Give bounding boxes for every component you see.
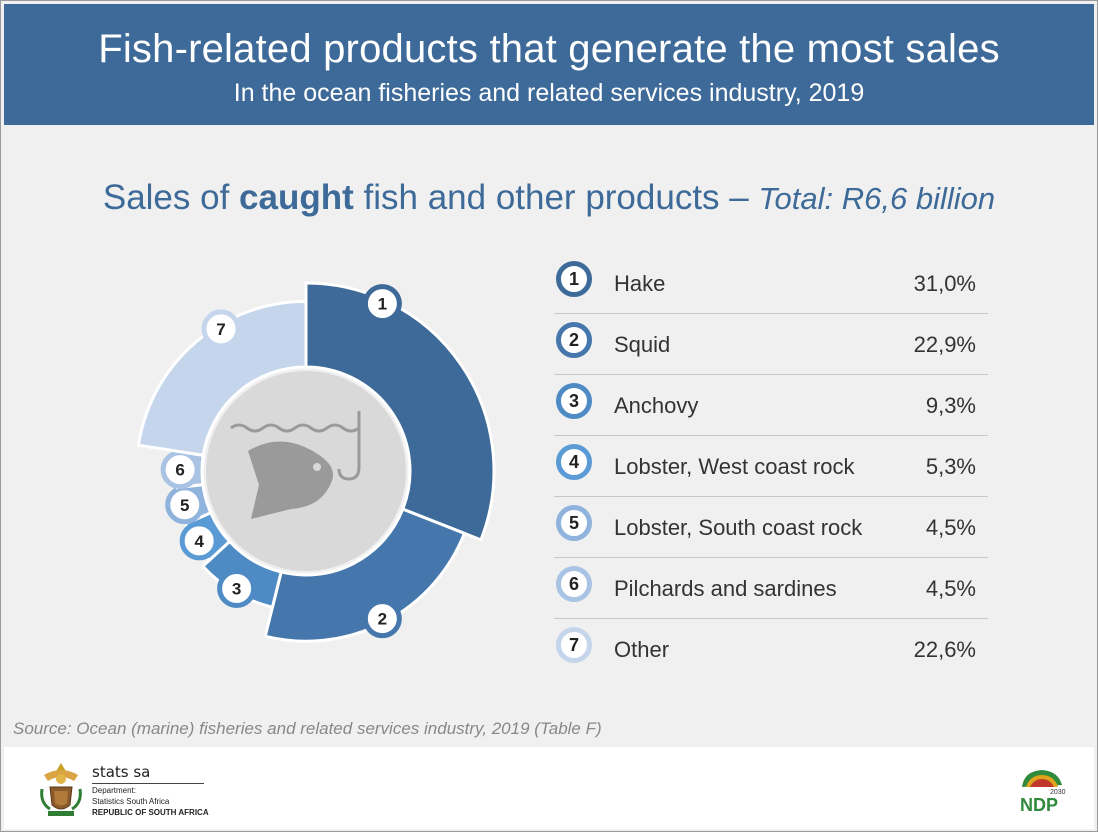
page-subtitle: In the ocean fisheries and related servi… xyxy=(233,79,865,107)
legend-value: 4,5% xyxy=(925,515,976,540)
header-banner: Fish-related products that generate the … xyxy=(4,4,1094,125)
legend-label: Lobster, West coast rock xyxy=(614,454,855,479)
water-line-icon xyxy=(230,423,360,433)
legend-row: 4 Lobster, West coast rock 5,3% xyxy=(554,436,988,497)
legend-value: 9,3% xyxy=(925,393,976,418)
legend-number-badge: 3 xyxy=(556,383,592,419)
chart-heading-suffix: fish and other products – xyxy=(353,178,759,217)
page-title: Fish-related products that generate the … xyxy=(98,27,1000,71)
legend-value: 31,0% xyxy=(913,271,976,296)
legend-row: 6 Pilchards and sardines 4,5% xyxy=(554,558,988,619)
fish-eye-icon xyxy=(313,463,321,471)
dept-line-3: REPUBLIC OF SOUTH AFRICA xyxy=(92,808,209,817)
slice-number-label: 7 xyxy=(216,320,225,339)
legend-label: Hake xyxy=(614,271,666,296)
legend-value: 4,5% xyxy=(925,576,976,601)
legend-label: Squid xyxy=(614,332,671,357)
chart-heading: Sales of caught fish and other products … xyxy=(1,177,1097,220)
slice-number-label: 2 xyxy=(378,610,387,629)
slice-number-label: 1 xyxy=(378,295,387,314)
fish-icon xyxy=(248,441,334,519)
slice-number-label: 3 xyxy=(232,579,241,598)
ndp-logo: 2030 NDP xyxy=(1020,770,1066,815)
legend-number-badge: 4 xyxy=(556,444,592,480)
stats-sa-brand: stats sa Department: Statistics South Af… xyxy=(92,763,209,817)
legend-number-badge: 1 xyxy=(556,261,592,297)
chart-heading-total: Total: R6,6 billion xyxy=(758,181,996,216)
legend-number-badge: 2 xyxy=(556,322,592,358)
slice-number-label: 4 xyxy=(194,532,204,551)
slice-number-badge xyxy=(362,284,402,324)
legend-row: 7 Other 22,6% xyxy=(554,619,988,679)
legend-value: 5,3% xyxy=(925,454,976,479)
legend-row: 2 Squid 22,9% xyxy=(554,314,988,375)
legend-label: Other xyxy=(614,637,670,662)
dept-line-2: Statistics South Africa xyxy=(92,797,170,806)
brand-divider xyxy=(92,783,204,784)
ndp-logo-text: NDP xyxy=(1020,795,1058,815)
fishing-hook-icon xyxy=(337,411,361,481)
slice-number-badge xyxy=(217,568,257,608)
legend-row: 5 Lobster, South coast rock 4,5% xyxy=(554,497,988,558)
chart-legend: 1 Hake 31,0% 2 Squid 22,9% 3 Anchovy 9,3% 4 Lobste… xyxy=(554,253,988,679)
legend-label: Anchovy xyxy=(614,393,699,418)
legend-label: Pilchards and sardines xyxy=(614,576,837,601)
slice-number-badge xyxy=(201,309,241,349)
ndp-year-text: 2030 xyxy=(1050,789,1066,796)
legend-number-badge: 7 xyxy=(556,627,592,663)
legend-number-badge: 6 xyxy=(556,566,592,602)
legend-value: 22,6% xyxy=(913,637,976,662)
donut-svg: 1 2 3 45 6 7 xyxy=(136,281,496,643)
slice-number-badge xyxy=(362,599,402,639)
legend-label: Lobster, South coast rock xyxy=(614,515,863,540)
source-note: Source: Ocean (marine) fisheries and rel… xyxy=(13,719,602,738)
footer: stats sa Department: Statistics South Af… xyxy=(4,747,1094,829)
donut-slice xyxy=(136,299,308,457)
slice-number-label: 6 xyxy=(175,461,184,480)
legend-number-badge: 5 xyxy=(556,505,592,541)
legend-row: 1 Hake 31,0% xyxy=(554,253,988,314)
donut-slice xyxy=(263,507,467,643)
chart-heading-prefix: Sales of xyxy=(102,178,240,217)
coat-of-arms-logo xyxy=(40,763,82,816)
slice-number-label: 5 xyxy=(180,496,189,515)
brand-name: stats sa xyxy=(92,763,151,781)
legend-value: 22,9% xyxy=(913,332,976,357)
legend-row: 3 Anchovy 9,3% xyxy=(554,375,988,436)
chart-heading-bold: caught xyxy=(239,178,354,217)
slice-number-badge xyxy=(179,521,219,561)
dept-line-1: Department: xyxy=(92,786,137,795)
